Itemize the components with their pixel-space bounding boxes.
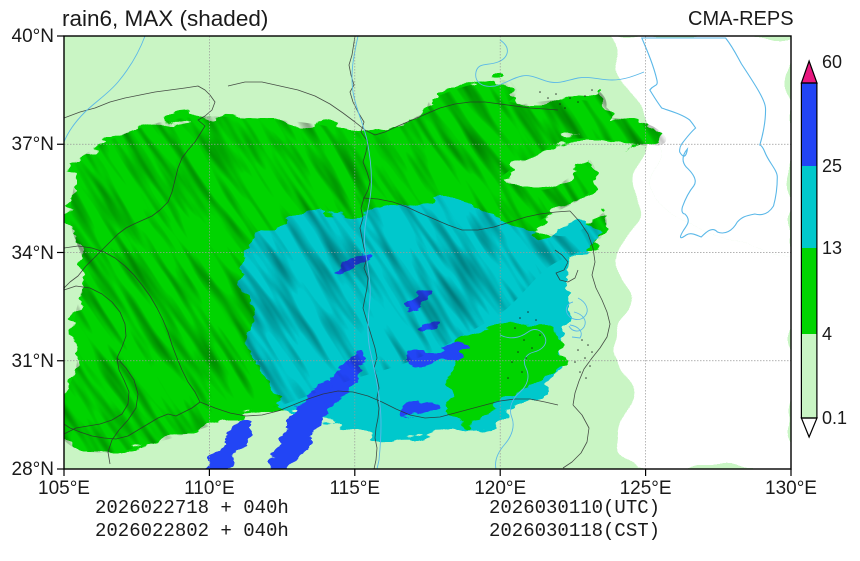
svg-text:31°N: 31°N xyxy=(12,351,54,372)
svg-text:60: 60 xyxy=(822,52,842,72)
svg-text:37°N: 37°N xyxy=(12,134,54,155)
svg-text:110°E: 110°E xyxy=(184,478,235,499)
svg-text:115°E: 115°E xyxy=(330,478,381,499)
svg-text:13: 13 xyxy=(822,238,842,258)
svg-text:4: 4 xyxy=(822,324,832,344)
svg-text:34°N: 34°N xyxy=(12,243,54,264)
svg-text:105°E: 105°E xyxy=(38,478,90,499)
svg-text:40°N: 40°N xyxy=(12,26,54,47)
svg-text:130°E: 130°E xyxy=(765,478,817,499)
svg-text:120°E: 120°E xyxy=(474,478,526,499)
svg-text:25: 25 xyxy=(822,156,842,176)
svg-text:28°N: 28°N xyxy=(12,459,54,480)
svg-text:0.1: 0.1 xyxy=(822,408,847,428)
svg-text:125°E: 125°E xyxy=(620,478,672,499)
